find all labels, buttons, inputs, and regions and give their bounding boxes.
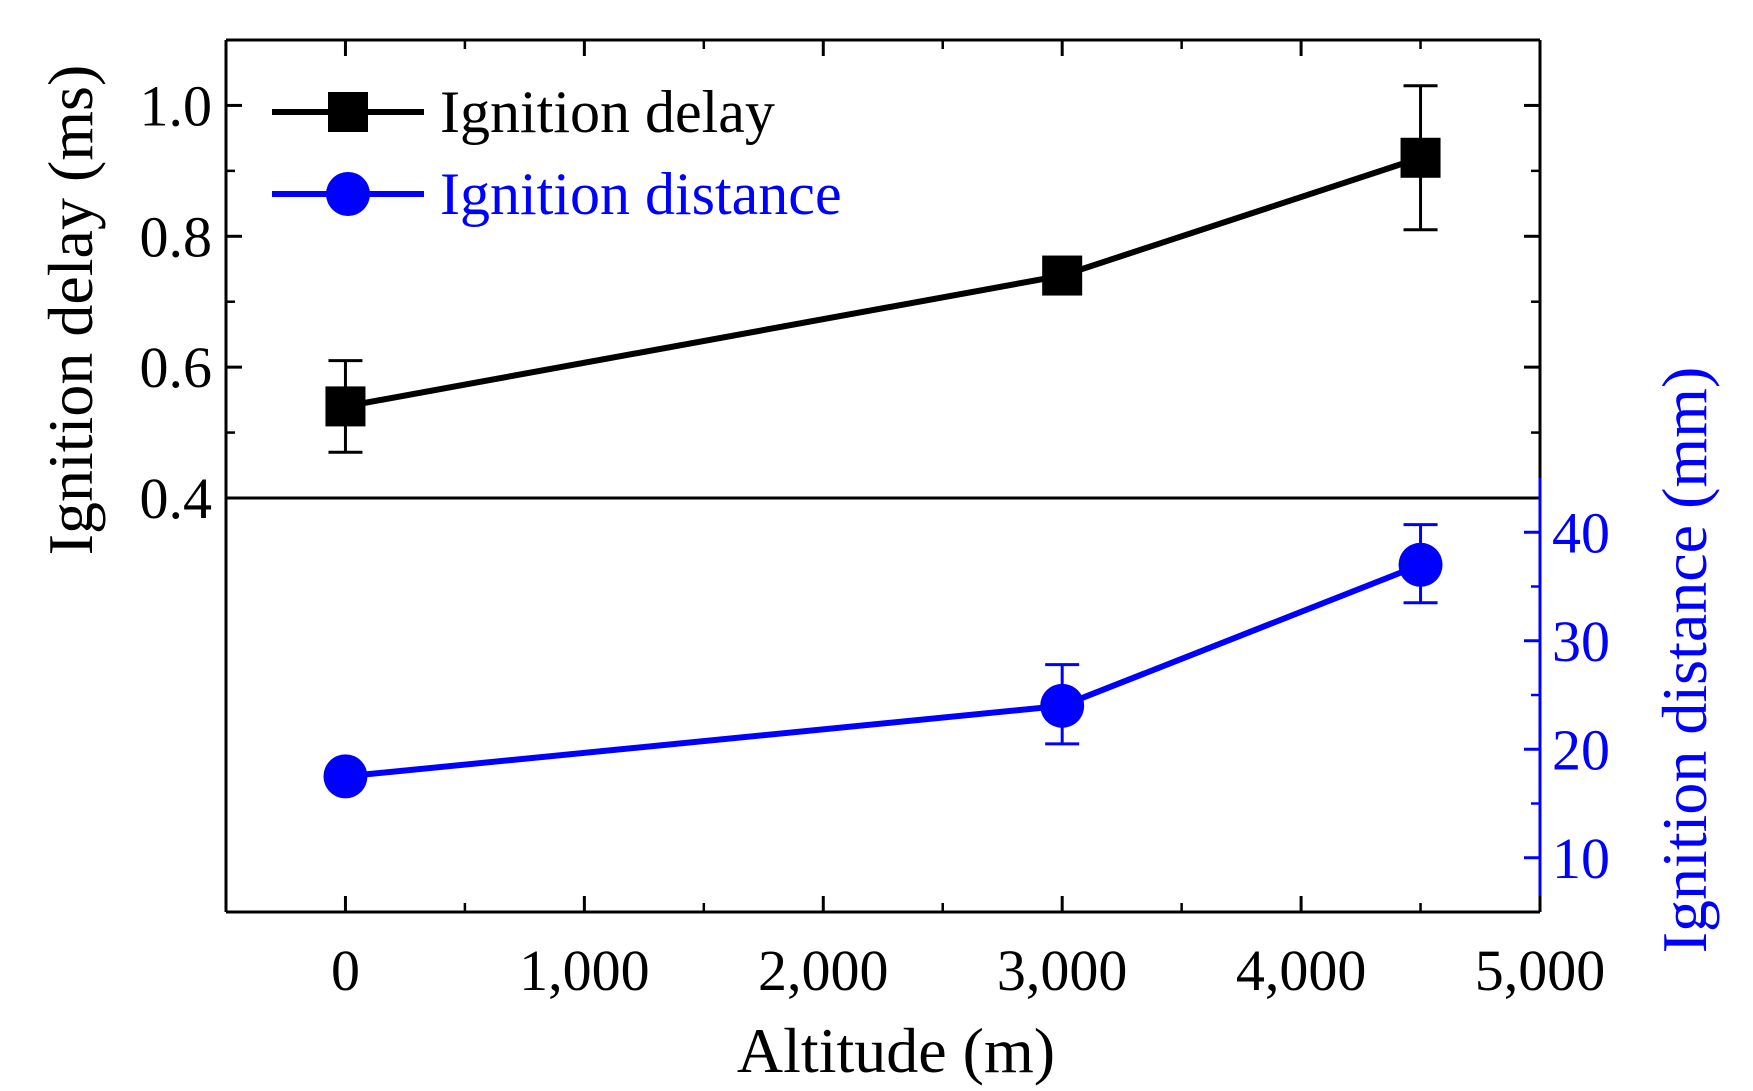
lower-axes: 10 20 30 40 0 1,000 2,000 3,000 4,000 5,000 — [224, 478, 1610, 1003]
legend-ignition-delay-marker — [328, 92, 368, 132]
legend-ignition-distance-marker — [326, 172, 370, 216]
left-y-tick-label: 0.4 — [140, 466, 213, 531]
left-y-tick-label: 1.0 — [140, 73, 213, 138]
x-axis-title: Altitude (m) — [737, 1015, 1055, 1086]
x-tick-label: 2,000 — [758, 938, 889, 1003]
legend-ignition-distance-label: Ignition distance — [440, 161, 842, 227]
left-y-axis-title: Ignition delay (ms) — [35, 65, 106, 556]
ignition-delay-point — [1400, 137, 1441, 178]
ignition-delay-point — [1042, 255, 1083, 296]
right-y-tick-label: 20 — [1552, 717, 1610, 782]
x-tick-label: 1,000 — [519, 938, 650, 1003]
x-tick-label: 4,000 — [1236, 938, 1367, 1003]
legend: Ignition delay Ignition distance — [272, 79, 842, 227]
right-y-axis-title: Ignition distance (mm) — [1649, 367, 1720, 954]
right-y-tick-label: 10 — [1552, 826, 1610, 891]
axis-labels: Altitude (m) Ignition delay (ms) Ignition … — [35, 65, 1720, 1086]
right-y-tick-label: 30 — [1552, 609, 1610, 674]
ignition-distance-point — [1040, 683, 1085, 728]
legend-ignition-delay-label: Ignition delay — [440, 79, 775, 145]
ignition-distance-point — [1398, 542, 1443, 587]
x-tick-label: 5,000 — [1475, 938, 1606, 1003]
right-y-tick-label: 40 — [1552, 500, 1610, 565]
left-y-tick-label: 0.8 — [140, 204, 213, 269]
ignition-distance-line — [345, 562, 1422, 780]
ignition-delay-point — [325, 386, 366, 427]
x-tick-label: 3,000 — [997, 938, 1128, 1003]
left-y-tick-label: 0.6 — [140, 335, 213, 400]
upper-axes: 0.4 0.6 0.8 1.0 — [140, 38, 1542, 531]
series-layer — [323, 84, 1443, 799]
ignition-distance-point — [323, 754, 368, 799]
x-tick-label: 0 — [331, 938, 360, 1003]
